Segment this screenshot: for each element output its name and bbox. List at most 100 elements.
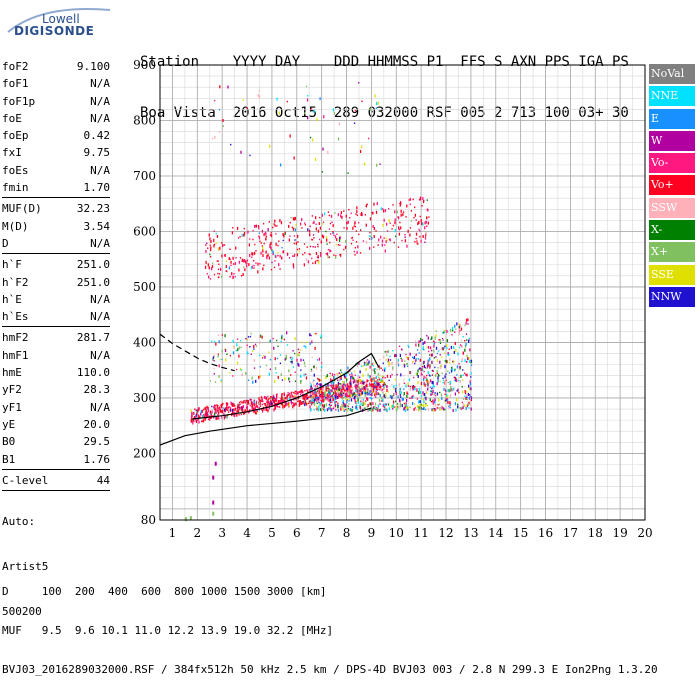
echo-dot [270,241,272,245]
echo-dot [382,404,384,408]
echo-dot [224,407,227,409]
echo-dot [432,399,434,403]
echo-dot [427,336,429,340]
echo-dot [371,388,373,390]
echo-dot [465,333,468,335]
echo-dot [255,224,257,228]
echo-dot [400,213,402,217]
station-header: Station YYYY DAY DDD HHMMSS P1 FFS S AXN… [140,20,629,139]
echo-dot [221,405,223,409]
echo-dot [332,381,335,385]
echo-dot [406,363,408,365]
echo-dot [234,407,237,411]
echo-dot [261,409,264,413]
echo-dot [223,416,226,420]
echo-dot [250,353,252,356]
echo-dot [425,397,427,401]
echo-dot [268,256,271,260]
echo-dot [262,249,264,253]
echo-dot [402,394,405,397]
echo-dot [258,235,260,238]
echo-dot [406,204,408,208]
echo-dot [260,399,263,402]
echo-dot [382,398,384,402]
echo-dot [327,408,329,410]
echo-dot [217,404,219,407]
param-value: 0.42 [83,129,111,143]
echo-dot [246,344,248,348]
echo-dot [323,404,326,408]
echo-dot [317,397,320,401]
echo-dot [376,202,378,206]
echo-dot [224,415,226,417]
echo-dot [315,385,317,389]
echo-dot [333,375,335,379]
param-row: hmF2 281.7 [2,329,110,346]
echo-dot [290,374,292,376]
echo-dot [205,244,207,246]
echo-dot [385,403,387,406]
param-name: B0 [2,435,16,449]
echo-dot [325,236,328,240]
param-separator [2,468,110,470]
echo-dot [303,361,306,365]
echo-dot [263,355,265,357]
echo-dot [441,408,443,411]
echo-dot [314,387,317,389]
echo-dot [366,387,368,391]
param-name: B1 [2,452,16,466]
echo-dot [293,217,295,219]
echo-dot [253,367,256,369]
echo-dot [458,363,460,365]
echo-dot [442,338,444,341]
echo-dot [310,408,312,412]
echo-dot [360,408,362,411]
echo-dot [378,374,381,377]
echo-dot [374,396,377,398]
echo-dot [374,388,376,392]
plot-frame [159,64,646,521]
echo-dot [271,397,273,400]
echo-dot [450,345,453,349]
echo-dot [379,389,381,391]
echo-dot [316,396,318,399]
echo-dot [344,404,347,408]
echo-dot [354,399,356,403]
echo-dot [214,410,216,413]
echo-dot [455,408,457,412]
echo-dot [355,404,358,407]
echo-dot [361,401,364,405]
echo-dot [359,149,362,153]
echo-dot [387,360,389,363]
echo-dot [342,383,344,386]
echo-dot [434,398,436,402]
echo-dot [372,388,375,392]
echo-dot [291,226,294,229]
echo-dot [451,326,454,330]
echo-dot [221,358,223,361]
echo-dot [466,373,468,377]
echo-dot [317,396,319,399]
echo-dot [458,391,460,394]
echo-dot [278,406,281,408]
echo-dot [351,408,353,412]
echo-dot [252,229,254,232]
echo-dot [325,376,327,380]
echo-dot [327,248,330,251]
echo-dot [342,373,345,375]
echo-dot [328,406,330,410]
echo-dot [360,212,362,216]
echo-dot [258,409,261,411]
echo-dot [436,406,438,410]
echo-dot [251,252,253,256]
echo-dot [393,241,395,244]
echo-dot [397,363,400,367]
echo-dot [345,395,348,398]
echo-dot [259,405,262,407]
echo-dot [364,402,366,406]
echo-dot [292,366,295,368]
echo-dot [430,353,433,357]
echo-dot [388,238,391,241]
echo-dot [209,249,212,252]
echo-dot [347,388,349,391]
